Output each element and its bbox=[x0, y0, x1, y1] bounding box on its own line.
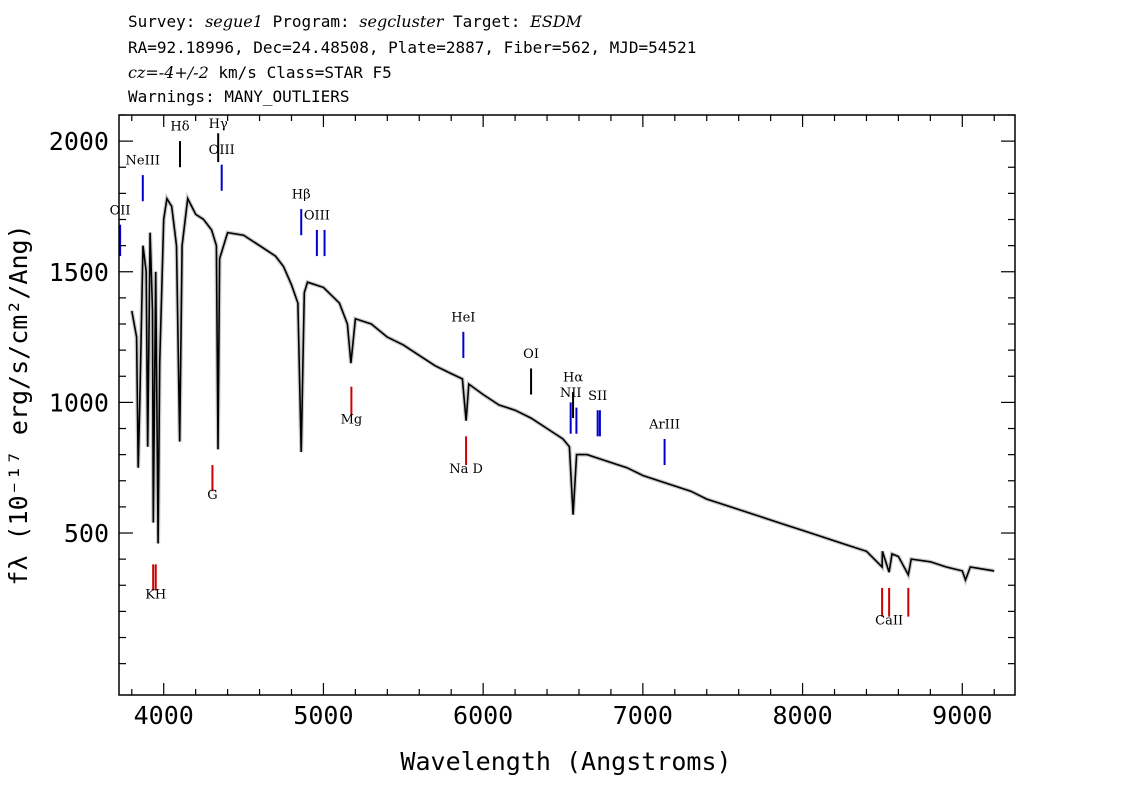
line-label: OI bbox=[523, 347, 539, 362]
header-line-redshift: cz=-4+/-2 km/s Class=STAR F5 bbox=[128, 63, 392, 82]
x-tick-label: 5000 bbox=[293, 701, 353, 730]
y-tick-label: 2000 bbox=[49, 127, 109, 156]
line-label: Mg bbox=[341, 412, 363, 427]
line-label: HeI bbox=[451, 310, 475, 325]
line-label: OIII bbox=[209, 143, 235, 158]
plot-frame bbox=[118, 114, 1016, 696]
x-tick-label: 7000 bbox=[613, 701, 673, 730]
line-label: Hα bbox=[563, 370, 583, 385]
program-value: segcluster bbox=[359, 12, 444, 31]
spectrum-line bbox=[131, 195, 995, 583]
target-value: ESDM bbox=[530, 12, 582, 31]
x-tick-label: 8000 bbox=[772, 701, 832, 730]
line-label: OII bbox=[110, 203, 131, 218]
x-tick-label: 9000 bbox=[932, 701, 992, 730]
y-tick-label: 500 bbox=[64, 519, 109, 548]
y-axis-label: fλ (10⁻¹⁷ erg/s/cm²/Ang) bbox=[4, 224, 33, 585]
cz-value: cz=-4+/-2 bbox=[128, 63, 209, 82]
line-label: G bbox=[207, 488, 217, 503]
line-label: NII bbox=[560, 386, 582, 401]
line-label: Hβ bbox=[292, 188, 311, 203]
line-label: KH bbox=[145, 587, 166, 602]
header-line-warnings: Warnings: MANY_OUTLIERS bbox=[128, 87, 350, 106]
line-label: Hδ bbox=[170, 120, 189, 135]
line-label: OIII bbox=[304, 209, 330, 224]
line-label: CaII bbox=[875, 613, 903, 628]
y-tick-label: 1500 bbox=[49, 258, 109, 287]
line-label: NeIII bbox=[126, 154, 160, 169]
header-line-coords: RA=92.18996, Dec=24.48508, Plate=2887, F… bbox=[128, 38, 697, 57]
x-axis-label: Wavelength (Angstroms) bbox=[400, 747, 731, 776]
y-tick-label: 1000 bbox=[49, 388, 109, 417]
line-label: Na D bbox=[449, 462, 483, 477]
line-label: Hγ bbox=[209, 117, 228, 132]
header-line-survey: Survey: segue1 Program: segcluster Targe… bbox=[128, 12, 582, 31]
line-label: SII bbox=[588, 389, 607, 404]
x-tick-label: 6000 bbox=[453, 701, 513, 730]
line-label: ArIII bbox=[648, 418, 680, 433]
x-tick-label: 4000 bbox=[134, 701, 194, 730]
survey-value: segue1 bbox=[205, 12, 263, 31]
